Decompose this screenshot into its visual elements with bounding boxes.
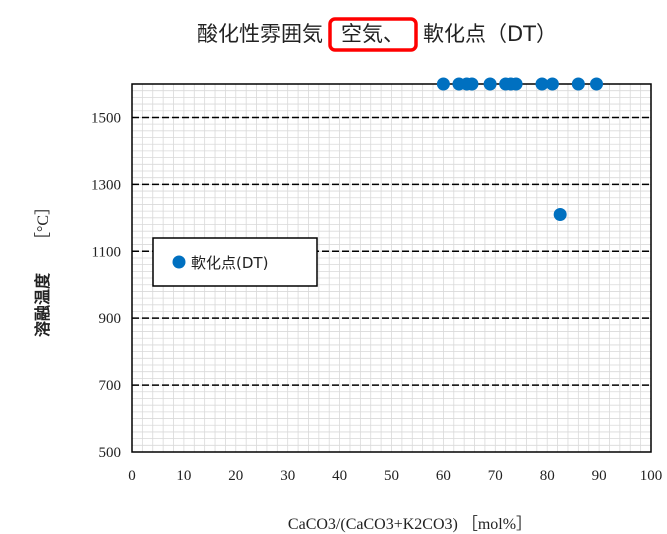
chart-title-highlight: 空気、 bbox=[341, 22, 404, 46]
legend: 軟化点(DT) bbox=[152, 237, 318, 287]
x-tick-label: 50 bbox=[384, 468, 399, 484]
x-tick-label: 80 bbox=[540, 468, 555, 484]
x-tick-label: 20 bbox=[228, 468, 243, 484]
x-tick-label: 30 bbox=[280, 468, 295, 484]
data-point bbox=[571, 77, 585, 91]
y-axis-title: 溶融温度 bbox=[33, 272, 52, 337]
y-tick-label: 500 bbox=[99, 445, 122, 461]
y-tick-label: 900 bbox=[99, 311, 122, 327]
y-axis-unit: ［°C］ bbox=[34, 199, 52, 248]
data-point bbox=[509, 77, 523, 91]
x-tick-label: 40 bbox=[332, 468, 347, 484]
y-tick-label: 1500 bbox=[91, 110, 121, 126]
title-highlight-box bbox=[328, 17, 418, 52]
x-tick-label: 70 bbox=[488, 468, 503, 484]
data-point bbox=[590, 77, 604, 91]
y-tick-label: 1100 bbox=[92, 244, 121, 260]
data-point bbox=[553, 207, 567, 221]
x-tick-label: 10 bbox=[176, 468, 191, 484]
data-point bbox=[436, 77, 450, 91]
legend-label: 軟化点(DT) bbox=[191, 254, 268, 272]
y-tick-label: 700 bbox=[99, 378, 122, 394]
chart-title-part2: 軟化点（DT） bbox=[423, 22, 557, 46]
x-axis-title: CaCO3/(CaCO3+K2CO3) ［mol%］ bbox=[288, 515, 532, 533]
legend-marker bbox=[172, 255, 186, 269]
data-point bbox=[483, 77, 497, 91]
x-tick-labels: 0 10 20 30 40 50 60 70 80 90 100 bbox=[128, 468, 662, 484]
y-tick-labels: 500 700 900 1100 1300 1500 bbox=[91, 110, 121, 461]
x-tick-label: 60 bbox=[436, 468, 451, 484]
data-point bbox=[545, 77, 559, 91]
data-points bbox=[436, 77, 604, 221]
x-tick-label: 100 bbox=[640, 468, 663, 484]
chart-title-part1: 酸化性雰囲気 bbox=[197, 22, 323, 46]
data-point bbox=[535, 77, 549, 91]
x-tick-label: 90 bbox=[592, 468, 607, 484]
plot-area bbox=[131, 83, 652, 453]
x-tick-label: 0 bbox=[128, 468, 136, 484]
data-point bbox=[465, 77, 479, 91]
y-tick-label: 1300 bbox=[91, 177, 121, 193]
